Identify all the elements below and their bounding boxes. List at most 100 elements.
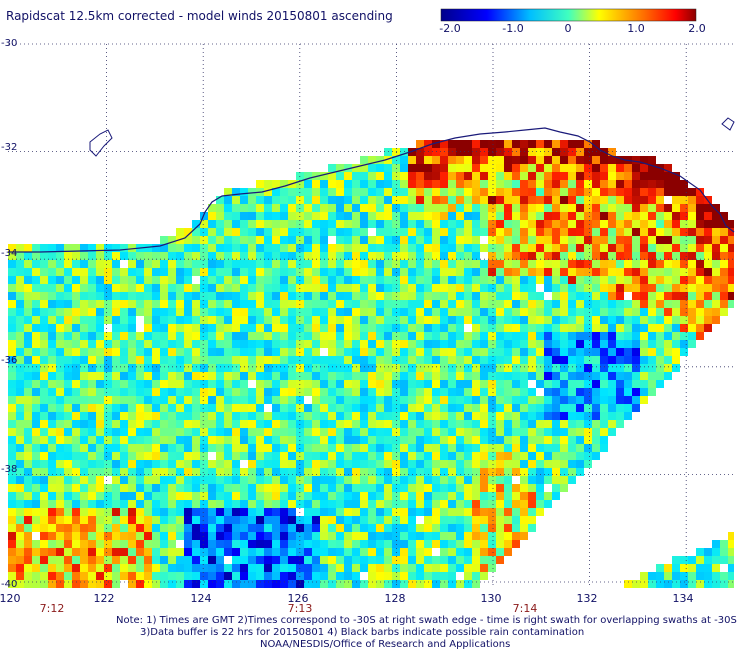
wind-cell: [272, 436, 280, 444]
wind-cell: [536, 452, 544, 460]
wind-cell: [56, 548, 64, 556]
wind-cell: [496, 292, 504, 300]
wind-cell: [704, 236, 712, 244]
wind-cell: [336, 436, 344, 444]
wind-cell: [464, 180, 472, 188]
wind-cell: [216, 476, 224, 484]
wind-cell: [456, 492, 464, 500]
wind-cell: [400, 260, 408, 268]
wind-cell: [496, 452, 504, 460]
wind-cell: [200, 540, 208, 548]
wind-cell: [608, 260, 616, 268]
wind-cell: [424, 564, 432, 572]
wind-cell: [560, 196, 568, 204]
wind-cell: [432, 532, 440, 540]
wind-cell: [360, 564, 368, 572]
wind-cell: [376, 396, 384, 404]
wind-cell: [504, 284, 512, 292]
wind-cell: [232, 524, 240, 532]
wind-cell: [560, 388, 568, 396]
wind-cell: [600, 276, 608, 284]
wind-cell: [280, 372, 288, 380]
wind-cell: [272, 524, 280, 532]
wind-cell: [304, 388, 312, 396]
wind-cell: [488, 268, 496, 276]
wind-cell: [40, 260, 48, 268]
wind-cell: [592, 244, 600, 252]
wind-cell: [264, 468, 272, 476]
wind-cell: [48, 460, 56, 468]
wind-cell: [728, 564, 734, 572]
wind-cell: [312, 300, 320, 308]
wind-cell: [688, 228, 696, 236]
wind-cell: [640, 356, 648, 364]
wind-cell: [120, 428, 128, 436]
wind-cell: [400, 220, 408, 228]
wind-cell: [176, 556, 184, 564]
wind-cell: [280, 340, 288, 348]
wind-cell: [336, 564, 344, 572]
wind-cell: [456, 428, 464, 436]
wind-cell: [496, 340, 504, 348]
wind-cell: [400, 476, 408, 484]
wind-cell: [168, 412, 176, 420]
wind-cell: [456, 516, 464, 524]
wind-cell: [544, 220, 552, 228]
wind-cell: [192, 444, 200, 452]
wind-cell: [256, 564, 264, 572]
wind-cell: [216, 556, 224, 564]
wind-cell: [672, 180, 680, 188]
wind-cell: [448, 420, 456, 428]
wind-cell: [624, 356, 632, 364]
wind-cell: [88, 308, 96, 316]
wind-cell: [448, 260, 456, 268]
colorbar-tick: 0: [564, 22, 572, 35]
wind-cell: [504, 324, 512, 332]
wind-cell: [272, 228, 280, 236]
wind-cell: [680, 228, 688, 236]
wind-cell: [544, 260, 552, 268]
wind-cell: [408, 428, 416, 436]
wind-cell: [376, 188, 384, 196]
wind-cell: [64, 396, 72, 404]
wind-cell: [520, 156, 528, 164]
wind-cell: [192, 228, 200, 236]
wind-cell: [384, 212, 392, 220]
wind-cell: [232, 412, 240, 420]
wind-cell: [432, 388, 440, 396]
wind-cell: [192, 332, 200, 340]
wind-cell: [368, 156, 376, 164]
wind-cell: [528, 436, 536, 444]
wind-cell: [136, 372, 144, 380]
wind-cell: [496, 348, 504, 356]
wind-cell: [96, 580, 104, 588]
wind-cell: [408, 300, 416, 308]
wind-cell: [488, 380, 496, 388]
wind-cell: [240, 452, 248, 460]
wind-cell: [8, 292, 16, 300]
wind-cell: [544, 164, 552, 172]
wind-cell: [616, 244, 624, 252]
wind-cell: [384, 316, 392, 324]
wind-cell: [176, 524, 184, 532]
wind-cell: [448, 412, 456, 420]
wind-cell: [280, 204, 288, 212]
wind-cell: [16, 516, 24, 524]
wind-cell: [640, 572, 648, 580]
wind-cell: [536, 412, 544, 420]
wind-cell: [32, 276, 40, 284]
wind-cell: [472, 236, 480, 244]
wind-cell: [536, 340, 544, 348]
wind-cell: [200, 436, 208, 444]
wind-cell: [640, 300, 648, 308]
wind-cell: [680, 260, 688, 268]
wind-cell: [208, 348, 216, 356]
wind-cell: [32, 268, 40, 276]
wind-cell: [328, 508, 336, 516]
wind-cell: [552, 444, 560, 452]
wind-cell: [168, 324, 176, 332]
wind-cell: [288, 348, 296, 356]
wind-cell: [368, 196, 376, 204]
wind-cell: [224, 524, 232, 532]
wind-cell: [40, 324, 48, 332]
